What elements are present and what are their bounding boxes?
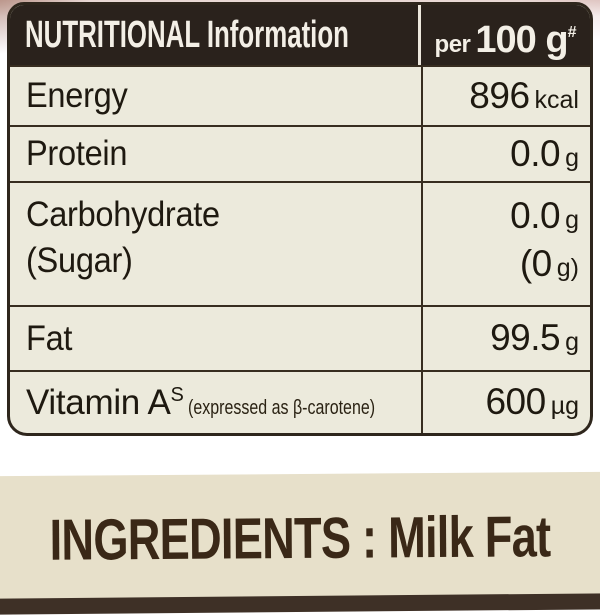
vitamin-a-label: Vitamin A (26, 382, 171, 422)
row-value-cell: 0.0 g (0 g) (421, 183, 590, 305)
fat-label: Fat (26, 318, 73, 358)
ingredients-label: INGREDIENTS : Milk Fat (49, 504, 551, 573)
vitamin-a-note: (expressed as β-carotene) (187, 396, 375, 419)
protein-label: Protein (26, 134, 128, 174)
table-row-carbohydrate: Carbohydrate (Sugar) 0.0 g (0 g) (10, 181, 590, 305)
nutrition-table: NUTRITIONAL Information per 100 g# Energy… (7, 2, 593, 436)
row-value-cell: 0.0 g (421, 127, 590, 181)
energy-value: 896 (469, 74, 530, 116)
table-row-energy: Energy 896 kcal (10, 65, 590, 125)
per-label: per (434, 31, 471, 58)
row-value-cell: 896 kcal (421, 67, 590, 125)
row-label-cell: Energy (10, 67, 421, 125)
row-value-cell: 99.5 g (421, 307, 590, 370)
carbohydrate-unit: g (565, 206, 579, 234)
sugar-subvalue: (0 (519, 243, 552, 285)
vitamin-a-value: 600 (485, 381, 546, 423)
sugar-sublabel: (Sugar) (26, 240, 133, 280)
row-label-cell: Protein (10, 127, 421, 181)
row-label-cell: Carbohydrate (Sugar) (10, 183, 421, 305)
table-header-per-100g: per 100 g# (418, 5, 590, 65)
row-value-cell: 600 µg (421, 372, 590, 433)
amount-label: 100 g (475, 19, 568, 61)
table-header-title: NUTRITIONAL Information (10, 5, 418, 65)
protein-unit: g (565, 143, 579, 172)
table-row-fat: Fat 99.5 g (10, 305, 590, 370)
sugar-subunit: g) (556, 254, 579, 283)
fat-value: 99.5 (490, 317, 561, 359)
energy-label: Energy (26, 76, 128, 116)
table-header-row: NUTRITIONAL Information per 100 g# (10, 5, 590, 65)
energy-unit: kcal (534, 85, 579, 114)
row-label-cell: Fat (10, 307, 421, 370)
nutritional-information-label: NUTRITIONAL Information (25, 13, 349, 56)
row-label-cell: Vitamin AS(expressed as β-carotene) (10, 372, 421, 433)
vitamin-a-unit: µg (550, 392, 579, 421)
table-row-vitamin-a: Vitamin AS(expressed as β-carotene) 600 µ… (10, 370, 590, 433)
carbohydrate-value: 0.0 (510, 195, 561, 236)
table-row-protein: Protein 0.0 g (10, 125, 590, 181)
protein-value: 0.0 (510, 132, 561, 174)
carbohydrate-label: Carbohydrate (26, 195, 220, 234)
ingredients-strip: INGREDIENTS : Milk Fat (0, 471, 600, 600)
vitamin-a-footnote-mark: S (170, 383, 184, 406)
header-footnote-mark: # (567, 24, 577, 41)
fat-unit: g (565, 328, 579, 357)
